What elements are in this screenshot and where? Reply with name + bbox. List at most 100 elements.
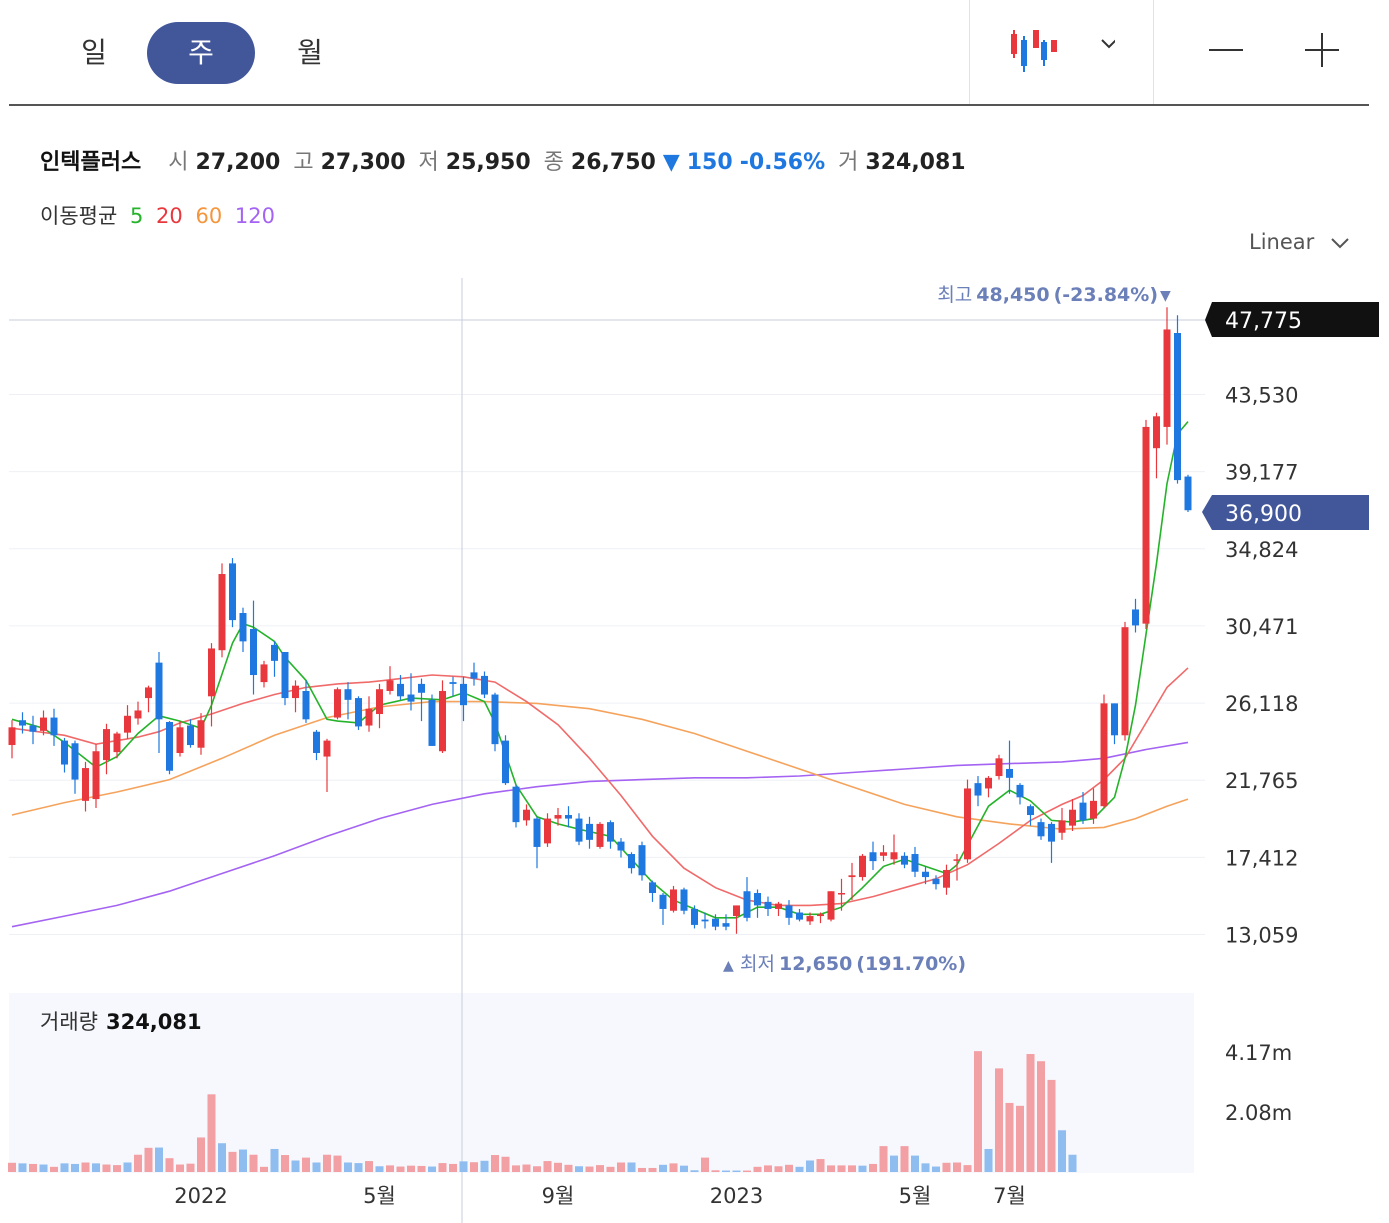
scale-label: Linear <box>1249 230 1315 254</box>
candle <box>166 721 173 775</box>
candle-body <box>397 683 404 697</box>
candle <box>869 841 877 870</box>
tab-daily[interactable]: 일 <box>81 36 107 69</box>
candle-body <box>176 727 184 754</box>
price-tick-label: 39,177 <box>1225 461 1298 485</box>
volume-bar <box>764 1165 772 1172</box>
candle-body <box>1132 609 1139 626</box>
volume-bar <box>239 1149 247 1172</box>
candle <box>229 558 236 628</box>
candle <box>176 721 184 757</box>
candle <box>40 710 47 736</box>
candle-body <box>838 893 845 895</box>
volume-bar <box>680 1165 688 1172</box>
candle <box>922 866 929 885</box>
candle-body <box>365 708 373 726</box>
candle-body <box>323 740 331 757</box>
candle <box>1058 807 1066 840</box>
candle <box>502 735 509 785</box>
candle-body <box>418 683 425 693</box>
candle-body <box>817 914 824 917</box>
volume-bar <box>417 1165 426 1172</box>
candle-body <box>523 809 530 821</box>
candle <box>439 680 446 754</box>
zoom-out-button[interactable] <box>1206 30 1246 70</box>
candle <box>1121 621 1129 741</box>
candle <box>586 816 593 849</box>
candle-body <box>575 818 583 842</box>
price-axis: 13,059 17,412 21,765 26,118 30,471 34,824 39,1… <box>1225 384 1298 948</box>
candle <box>1132 598 1139 633</box>
candle-body <box>1090 800 1097 819</box>
candle <box>859 854 866 881</box>
volume-bar <box>921 1163 930 1172</box>
chevron-down-icon <box>1101 39 1117 49</box>
candle-body <box>1037 822 1045 837</box>
candle-body <box>1121 627 1129 736</box>
moving-average-lines <box>11 421 1189 928</box>
candle-body <box>376 689 383 715</box>
volume-bar <box>1068 1154 1077 1172</box>
candle-body <box>334 689 341 718</box>
zoom-in-button[interactable] <box>1302 30 1342 70</box>
volume-bar <box>501 1156 510 1172</box>
time-tick-label: 7월 <box>993 1184 1026 1208</box>
volume-bar <box>522 1164 531 1172</box>
candle-body <box>313 731 320 754</box>
candle <box>533 816 541 869</box>
tab-monthly[interactable]: 월 <box>297 36 323 69</box>
volume-bar <box>743 1170 751 1172</box>
volume-bar <box>323 1154 331 1172</box>
candle-body <box>512 786 520 823</box>
candle-body <box>1111 703 1118 736</box>
candle <box>880 845 887 862</box>
candle-body <box>985 777 992 789</box>
volume-bar <box>375 1166 384 1172</box>
candle <box>313 729 320 761</box>
price-tick-label: 13,059 <box>1225 924 1298 948</box>
volume-bar <box>900 1146 909 1172</box>
candle <box>890 834 898 865</box>
candle-body <box>1163 329 1171 427</box>
volume-bar <box>92 1163 100 1172</box>
candle-body <box>848 875 856 878</box>
candle <box>1090 788 1097 824</box>
candle <box>470 662 478 686</box>
volume-bar <box>312 1162 321 1172</box>
period-high-percent: (-23.84%) <box>1054 284 1158 306</box>
candle-body <box>743 891 751 918</box>
candle-body <box>218 574 226 651</box>
candle <box>701 912 709 929</box>
candle <box>1100 694 1108 808</box>
volume-bar <box>39 1164 48 1172</box>
period-high-value: 48,450 <box>976 284 1049 306</box>
tab-weekly[interactable]: 주 <box>147 22 255 84</box>
candle-body <box>250 628 257 676</box>
price-tick-label: 43,530 <box>1225 384 1298 408</box>
candle <box>397 675 404 700</box>
price-tick-label: 34,824 <box>1225 538 1298 562</box>
candle <box>785 900 793 925</box>
candle <box>523 804 530 826</box>
volume-bar <box>207 1094 216 1172</box>
candle-body <box>586 823 593 840</box>
ma120-line <box>11 741 1189 928</box>
volume-bar <box>659 1164 667 1172</box>
volume-bar <box>585 1166 594 1172</box>
change-value: 150 <box>686 150 733 175</box>
candle-body <box>922 871 929 878</box>
volume-bar <box>890 1155 898 1172</box>
candle <box>554 807 562 826</box>
volume-bar <box>911 1155 919 1172</box>
scale-selector[interactable]: Linear <box>1249 230 1351 254</box>
volume-bar <box>113 1165 121 1172</box>
candle-body <box>964 788 971 860</box>
volume-bar <box>995 1068 1003 1172</box>
candle-body <box>1027 806 1034 816</box>
candle-body <box>407 694 415 702</box>
volume-bar <box>827 1165 835 1172</box>
candle <box>61 737 68 773</box>
candle-body <box>901 855 908 865</box>
chart-type-selector[interactable] <box>1005 26 1117 76</box>
